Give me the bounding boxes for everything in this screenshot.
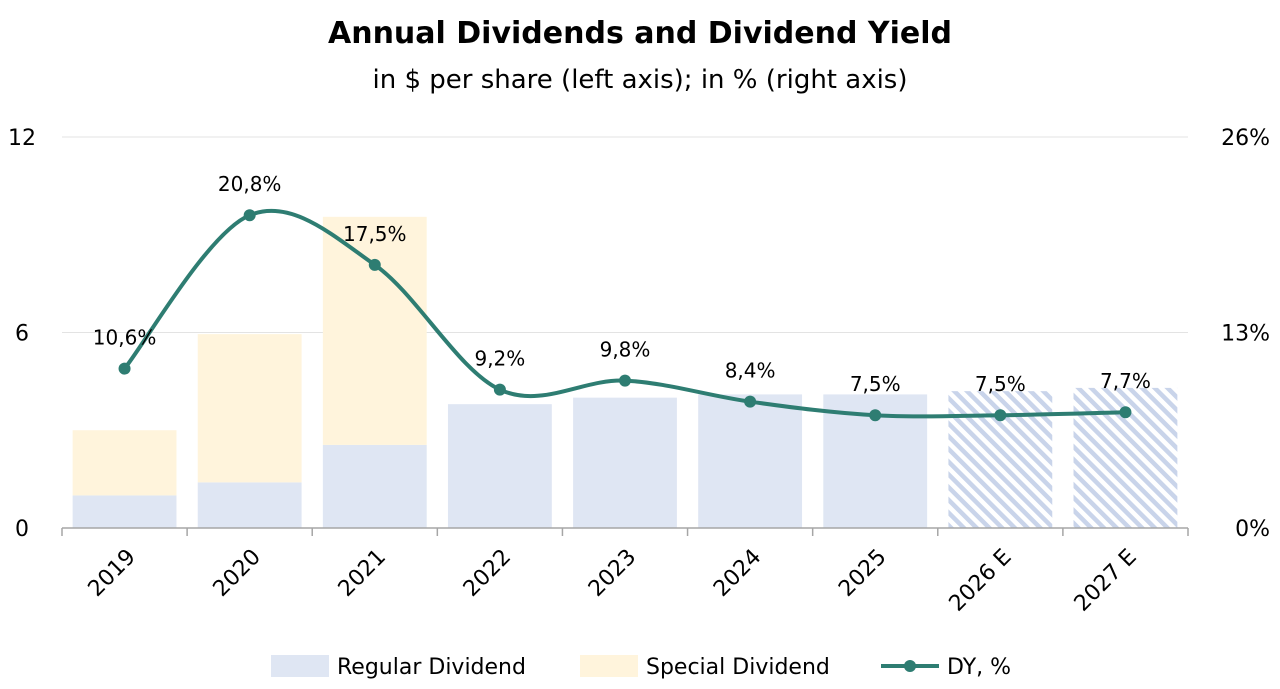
dy-point (1119, 406, 1132, 419)
bars (72, 216, 1178, 528)
dy-point (118, 362, 131, 375)
y-axis-ticks: 0 6 12 0% 13% 26% (8, 126, 1270, 542)
dy-data-label: 10,6% (93, 326, 157, 350)
dy-data-label: 8,4% (725, 359, 776, 383)
y-left-tick-label: 12 (8, 126, 36, 151)
x-tick-label: 2024 (709, 545, 766, 602)
legend-label-regular: Regular Dividend (337, 655, 526, 680)
x-axis (61, 527, 1189, 536)
dy-point (493, 383, 506, 396)
dividend-yield-line (118, 208, 1132, 422)
x-axis-ticks: 2019 2020 2021 2022 2023 2024 2025 2026 E 2027 E (84, 545, 1142, 617)
dy-data-label: 7,5% (850, 372, 901, 396)
dy-data-label: 9,2% (474, 347, 525, 371)
dy-data-label: 7,5% (975, 372, 1026, 396)
bar-regular-dividend (573, 397, 677, 528)
x-tick-label: 2023 (584, 545, 641, 602)
y-left-tick-label: 0 (15, 517, 29, 542)
y-right-tick-label: 13% (1221, 322, 1270, 347)
dy-line-path (122, 208, 1128, 419)
chart-subtitle: in $ per share (left axis); in % (right … (372, 65, 907, 95)
legend-marker-dy (904, 660, 916, 672)
bar-special-dividend (322, 216, 427, 445)
dy-point (744, 395, 757, 408)
dy-point (994, 409, 1007, 422)
bar-regular-dividend (72, 495, 177, 528)
dy-data-label: 17,5% (343, 222, 407, 246)
dy-point (619, 374, 631, 387)
legend-label-special: Special Dividend (646, 655, 830, 680)
x-tick-label: 2026 E (945, 545, 1017, 617)
y-right-tick-label: 0% (1235, 517, 1270, 542)
legend: Regular Dividend Special Dividend DY, % (271, 655, 1011, 680)
x-tick-label: 2019 (84, 545, 141, 602)
legend-swatch-special (580, 655, 638, 677)
x-tick-label: 2027 E (1070, 545, 1142, 617)
bar-regular-dividend (197, 482, 302, 528)
y-left-tick-label: 6 (15, 322, 29, 347)
y-right-tick-label: 26% (1221, 126, 1270, 151)
x-tick-label: 2021 (334, 545, 391, 602)
bar-regular-dividend (698, 394, 803, 528)
x-tick-label: 2020 (209, 545, 266, 602)
dy-point (869, 409, 882, 422)
x-tick-label: 2022 (459, 545, 516, 602)
legend-swatch-regular (271, 655, 329, 677)
dy-point (368, 258, 381, 271)
bar-regular-dividend (447, 404, 552, 528)
dy-data-label: 9,8% (600, 338, 651, 362)
bar-special-dividend (72, 430, 177, 496)
dy-data-label: 20,8% (218, 172, 282, 196)
legend-label-dy: DY, % (947, 655, 1011, 680)
dy-data-label: 7,7% (1100, 369, 1151, 393)
bar-regular-dividend (322, 444, 427, 528)
data-labels: 10,6% 20,8% 17,5% 9,2% 9,8% 8,4% 7,5% 7,5% 7,7% (93, 172, 1151, 396)
x-tick-label: 2025 (834, 545, 891, 602)
bar-special-dividend (197, 334, 302, 483)
gridlines (62, 136, 1188, 333)
dy-point (243, 209, 256, 222)
chart-title: Annual Dividends and Dividend Yield (328, 16, 952, 51)
